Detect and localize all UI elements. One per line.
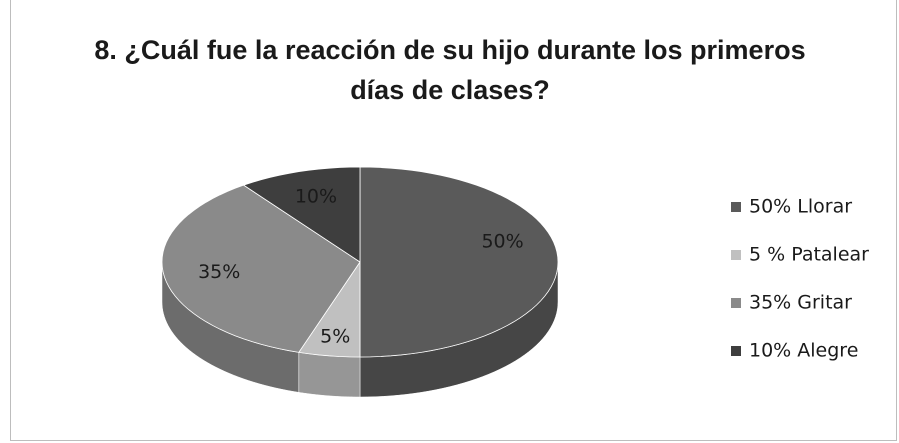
- data-label: 5%: [320, 326, 350, 348]
- data-label: 35%: [198, 261, 240, 283]
- legend-label: 35% Gritar: [749, 292, 852, 314]
- chart-title: 8. ¿Cuál fue la reacción de su hijo dura…: [94, 35, 806, 105]
- legend-swatch: [731, 298, 741, 308]
- slice: [161, 184, 361, 353]
- legend-swatch: [731, 250, 741, 260]
- legend-swatch: [731, 202, 741, 212]
- slice-side: [298, 352, 361, 398]
- slice: [298, 260, 361, 358]
- data-label: 50%: [481, 231, 523, 253]
- data-label: 10%: [295, 185, 337, 207]
- legend-label: 5 % Patalear: [749, 244, 869, 266]
- legend-swatch: [731, 346, 741, 356]
- chart-frame: [10, 0, 897, 441]
- legend-label: 10% Alegre: [749, 340, 858, 362]
- slice: [242, 166, 361, 263]
- slice: [359, 166, 559, 358]
- legend-label: 50% Llorar: [749, 196, 852, 218]
